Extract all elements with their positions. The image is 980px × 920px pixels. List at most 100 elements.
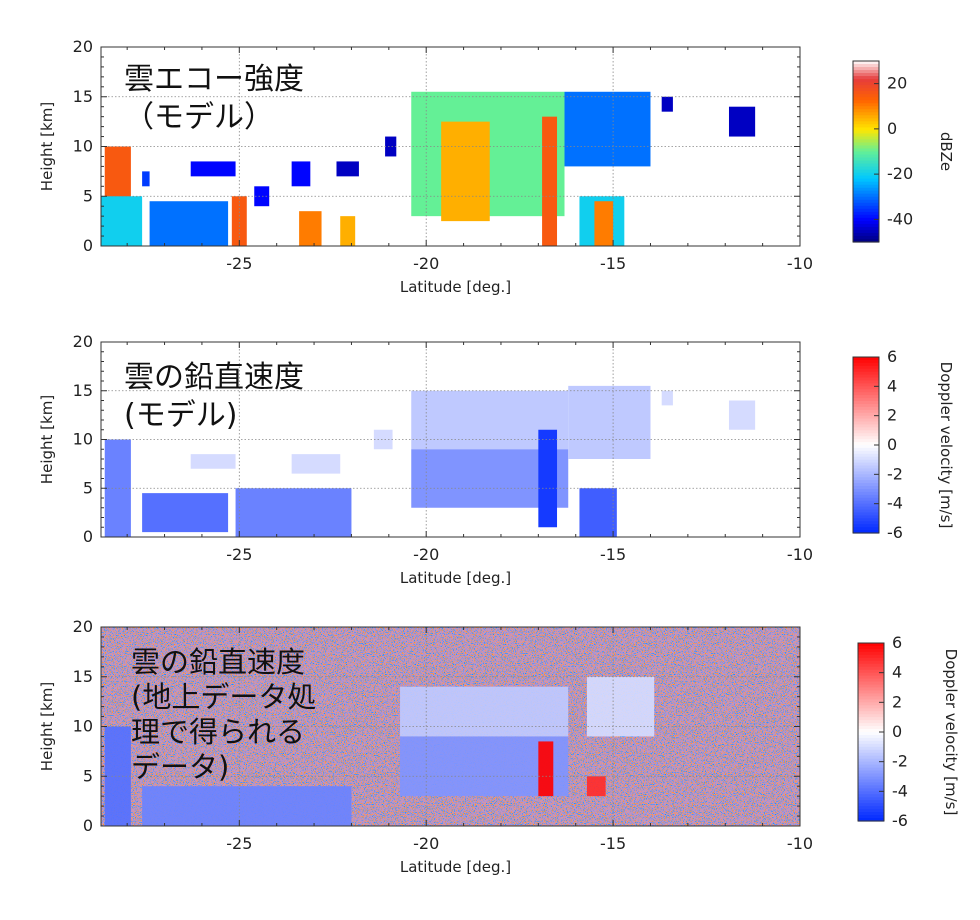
- data-cell: [142, 493, 229, 533]
- colorbar-step: [853, 217, 879, 222]
- colorbar-step: [853, 157, 879, 162]
- colorbar-step: [853, 365, 879, 370]
- colorbar-step: [853, 196, 879, 201]
- colorbar-step: [853, 94, 879, 98]
- colorbar-step: [853, 374, 879, 379]
- colorbar-frame: [852, 60, 880, 243]
- colorbar-step: [858, 687, 884, 692]
- colorbar-step: [853, 145, 879, 150]
- colorbar-step: [853, 166, 879, 171]
- colorbar-tick-label: 4: [892, 663, 902, 682]
- data-cell: [728, 106, 756, 137]
- colorbar-step: [853, 154, 879, 159]
- colorbar-step: [858, 758, 884, 763]
- colorbar-step: [858, 666, 884, 671]
- colorbar-step: [853, 357, 879, 361]
- colorbar-step: [853, 211, 879, 216]
- data-cell: [142, 786, 352, 826]
- data-cell: [291, 161, 311, 187]
- panel-title-line: (モデル): [124, 398, 237, 433]
- colorbar-step: [858, 755, 884, 760]
- colorbar-step: [858, 818, 884, 822]
- colorbar-step: [853, 453, 879, 458]
- y-tick-label: 20: [73, 617, 93, 636]
- x-tick-label: -25: [226, 254, 252, 273]
- colorbar-tick-label: 20: [887, 74, 907, 93]
- y-axis-label: Height [km]: [38, 395, 56, 484]
- colorbar-step: [858, 782, 884, 786]
- colorbar-step: [853, 220, 879, 225]
- colorbar-step: [853, 73, 879, 77]
- colorbar-step: [853, 142, 879, 147]
- data-cell: [586, 776, 606, 797]
- colorbar-step: [858, 737, 884, 742]
- colorbar-step: [858, 645, 884, 650]
- panel-title-line: 雲の鉛直速度: [131, 645, 305, 679]
- colorbar-step: [853, 359, 879, 364]
- colorbar-step: [853, 386, 879, 390]
- data-cell: [254, 186, 270, 207]
- colorbar-step: [853, 450, 879, 455]
- colorbar-tick-label: -20: [887, 164, 913, 183]
- colorbar-step: [858, 702, 884, 706]
- colorbar-step: [858, 791, 884, 795]
- colorbar-step: [853, 139, 879, 144]
- colorbar-step: [858, 812, 884, 816]
- x-axis-label: Latitude [deg.]: [400, 278, 511, 296]
- data-cell: [385, 136, 397, 157]
- colorbar-step: [853, 214, 879, 219]
- colorbar-step: [853, 362, 879, 367]
- colorbar-step: [853, 136, 879, 141]
- x-tick-label: -10: [787, 254, 813, 273]
- colorbar-step: [858, 732, 884, 736]
- data-cell: [336, 161, 359, 177]
- colorbar-step: [853, 439, 879, 443]
- colorbar-step: [853, 377, 879, 382]
- data-cell: [299, 211, 322, 246]
- colorbar-step: [858, 734, 884, 739]
- colorbar-tick-label: -4: [887, 494, 903, 513]
- colorbar-step: [853, 392, 879, 396]
- colorbar-step: [853, 424, 879, 428]
- colorbar-step: [853, 468, 879, 472]
- colorbar-step: [858, 643, 884, 647]
- colorbar-step: [858, 705, 884, 709]
- data-cell: [538, 429, 558, 528]
- colorbar-step: [853, 133, 879, 138]
- colorbar-step: [858, 785, 884, 789]
- colorbar-step: [858, 696, 884, 700]
- colorbar-step: [853, 181, 879, 186]
- colorbar-step: [858, 809, 884, 813]
- data-cell: [594, 201, 614, 246]
- colorbar-step: [858, 717, 884, 721]
- colorbar-step: [853, 527, 879, 531]
- colorbar-step: [858, 672, 884, 677]
- colorbar-step: [858, 779, 884, 784]
- colorbar-step: [853, 368, 879, 373]
- colorbar-step: [853, 130, 879, 134]
- x-tick-label: -25: [226, 545, 252, 564]
- y-tick-label: 5: [83, 478, 93, 497]
- colorbar-step: [853, 524, 879, 528]
- colorbar-step: [858, 764, 884, 769]
- colorbar-step: [853, 232, 879, 237]
- panel-title-line: (地上データ処: [131, 680, 316, 714]
- colorbar-step: [853, 406, 879, 411]
- colorbar-tick-label: 6: [887, 347, 897, 366]
- colorbar-label: dBZe: [937, 132, 955, 171]
- data-cell: [728, 400, 756, 430]
- y-tick-label: 10: [73, 717, 93, 736]
- colorbar-step: [853, 474, 879, 478]
- colorbar-step: [853, 427, 879, 431]
- colorbar-step: [853, 229, 879, 234]
- plot-area: [101, 627, 800, 826]
- colorbar-step: [853, 148, 879, 153]
- colorbar-step: [858, 648, 884, 653]
- colorbar-label: Doppler velocity [m/s]: [937, 362, 955, 529]
- colorbar-step: [853, 85, 879, 89]
- colorbar-step: [853, 175, 879, 180]
- colorbar-step: [853, 494, 879, 499]
- colorbar-step: [853, 509, 879, 514]
- colorbar-step: [853, 398, 879, 402]
- colorbar-step: [853, 395, 879, 399]
